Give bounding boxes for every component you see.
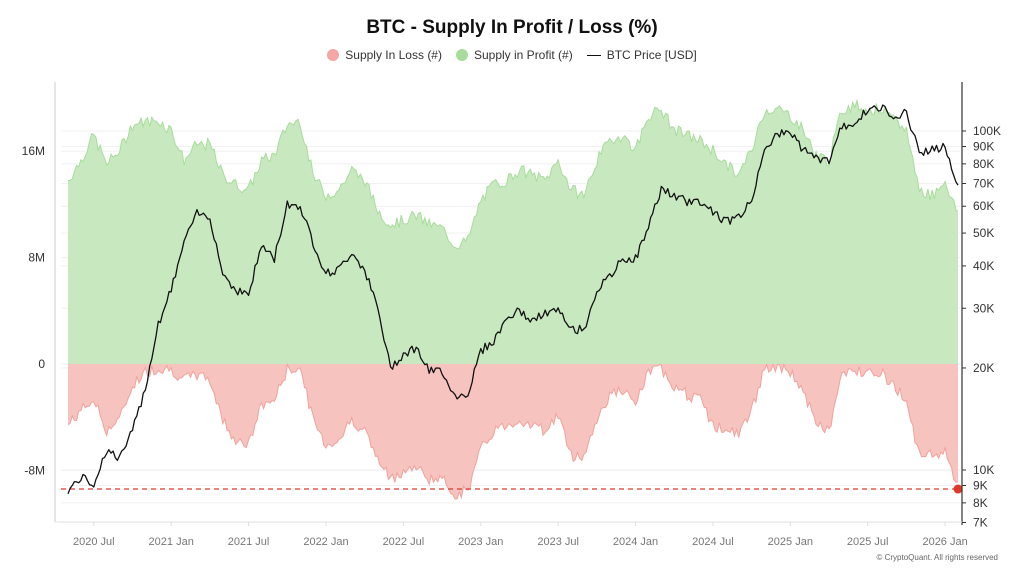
x-tick-label: 2023 Jul <box>537 536 579 548</box>
y-right-tick-label: 40K <box>973 259 994 273</box>
y-left-tick-label: 0 <box>38 357 45 371</box>
x-tick-label: 2021 Jul <box>228 536 270 548</box>
chart-title: BTC - Supply In Profit / Loss (%) <box>366 17 658 38</box>
legend-item-supply-in-profit[interactable]: Supply in Profit (#) <box>455 48 573 62</box>
x-tick-label: 2021 Jan <box>149 536 194 548</box>
legend-label-supply-in-loss: Supply In Loss (#) <box>345 48 442 62</box>
axes <box>54 82 963 525</box>
copyright-text: © CryptoQuant. All rights reserved <box>876 553 999 562</box>
legend-item-btc-price[interactable]: BTC Price [USD] <box>586 48 697 62</box>
y-right-tick-label: 7K <box>973 516 988 530</box>
x-tick-label: 2022 Jul <box>383 536 425 548</box>
supply-in-loss-area <box>68 364 958 500</box>
x-tick-label: 2025 Jul <box>847 536 889 548</box>
x-tick-label: 2026 Jan <box>922 536 967 548</box>
reference-line-layer <box>61 484 963 494</box>
legend: Supply In Loss (#) Supply in Profit (#) … <box>0 48 1024 62</box>
y-left-tick-label: -8M <box>24 463 45 477</box>
x-tick-label: 2025 Jan <box>768 536 813 548</box>
y-right-tick-label: 90K <box>973 140 994 154</box>
y-right-tick-label: 10K <box>973 463 994 477</box>
legend-label-supply-in-profit: Supply in Profit (#) <box>473 48 573 62</box>
y-left-axis-ticks: 16M 8M 0 -8M <box>22 144 46 477</box>
x-tick-label: 2023 Jan <box>458 536 503 548</box>
end-point-marker <box>953 484 963 494</box>
legend-label-btc-price: BTC Price [USD] <box>606 48 697 62</box>
area-layer <box>67 98 959 500</box>
y-right-tick-label: 70K <box>973 177 994 191</box>
supply-in-loss-line <box>67 363 959 500</box>
y-right-tick-label: 9K <box>973 479 988 493</box>
y-right-axis-ticks: 100K 90K 80K 70K 60K 50K 40K 30K 20K 10K 9K 8K 7K <box>962 124 1001 530</box>
supply-in-profit-line <box>67 98 959 250</box>
y-right-tick-label: 8K <box>973 496 988 510</box>
x-tick-label: 2020 Jul <box>73 536 115 548</box>
y-right-tick-label: 30K <box>973 301 994 315</box>
x-axis-ticks: 2020 Jul 2021 Jan 2021 Jul 2022 Jan 2022 Jul… <box>73 522 968 548</box>
supply-in-loss-dot-icon <box>327 49 340 61</box>
y-right-tick-label: 20K <box>973 361 994 375</box>
y-right-tick-label: 100K <box>973 124 1001 138</box>
x-tick-label: 2024 Jan <box>613 536 658 548</box>
btc-price-line-icon <box>586 54 601 56</box>
x-tick-label: 2022 Jan <box>303 536 348 548</box>
y-right-tick-label: 60K <box>973 199 994 213</box>
y-left-tick-label: 16M <box>22 144 45 158</box>
btc-price-line <box>67 104 959 495</box>
y-left-tick-label: 8M <box>28 251 45 265</box>
supply-in-profit-area <box>68 100 958 364</box>
supply-in-profit-dot-icon <box>455 49 468 61</box>
y-right-tick-label: 80K <box>973 157 994 171</box>
x-tick-label: 2024 Jul <box>692 536 734 548</box>
y-right-tick-label: 50K <box>973 226 994 240</box>
legend-item-supply-in-loss[interactable]: Supply In Loss (#) <box>327 48 442 62</box>
price-layer <box>67 104 959 495</box>
